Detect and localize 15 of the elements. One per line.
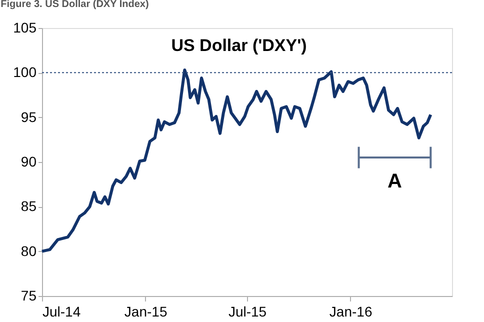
x-tick-label: Jul-14 — [42, 304, 81, 320]
x-tick-label: Jul-15 — [228, 304, 267, 320]
y-tick-label: 85 — [20, 198, 37, 214]
line-series — [40, 68, 432, 253]
y-tick-label: 75 — [20, 288, 37, 304]
y-tick-label: 90 — [20, 154, 37, 170]
y-tick-label: 80 — [20, 242, 37, 259]
y-tick-label: 95 — [20, 108, 37, 125]
x-tick-label: Jan-16 — [329, 304, 372, 320]
annotation: A — [387, 170, 402, 193]
x-tick-label: Jan-15 — [124, 304, 168, 320]
text: US Dollar ('DXY') — [171, 36, 307, 55]
y-tick-label: 100 — [13, 64, 37, 80]
chart-title: Figure 3. US Dollar (DXY Index) — [0, 0, 149, 10]
y-tick-label: 105 — [13, 20, 37, 36]
